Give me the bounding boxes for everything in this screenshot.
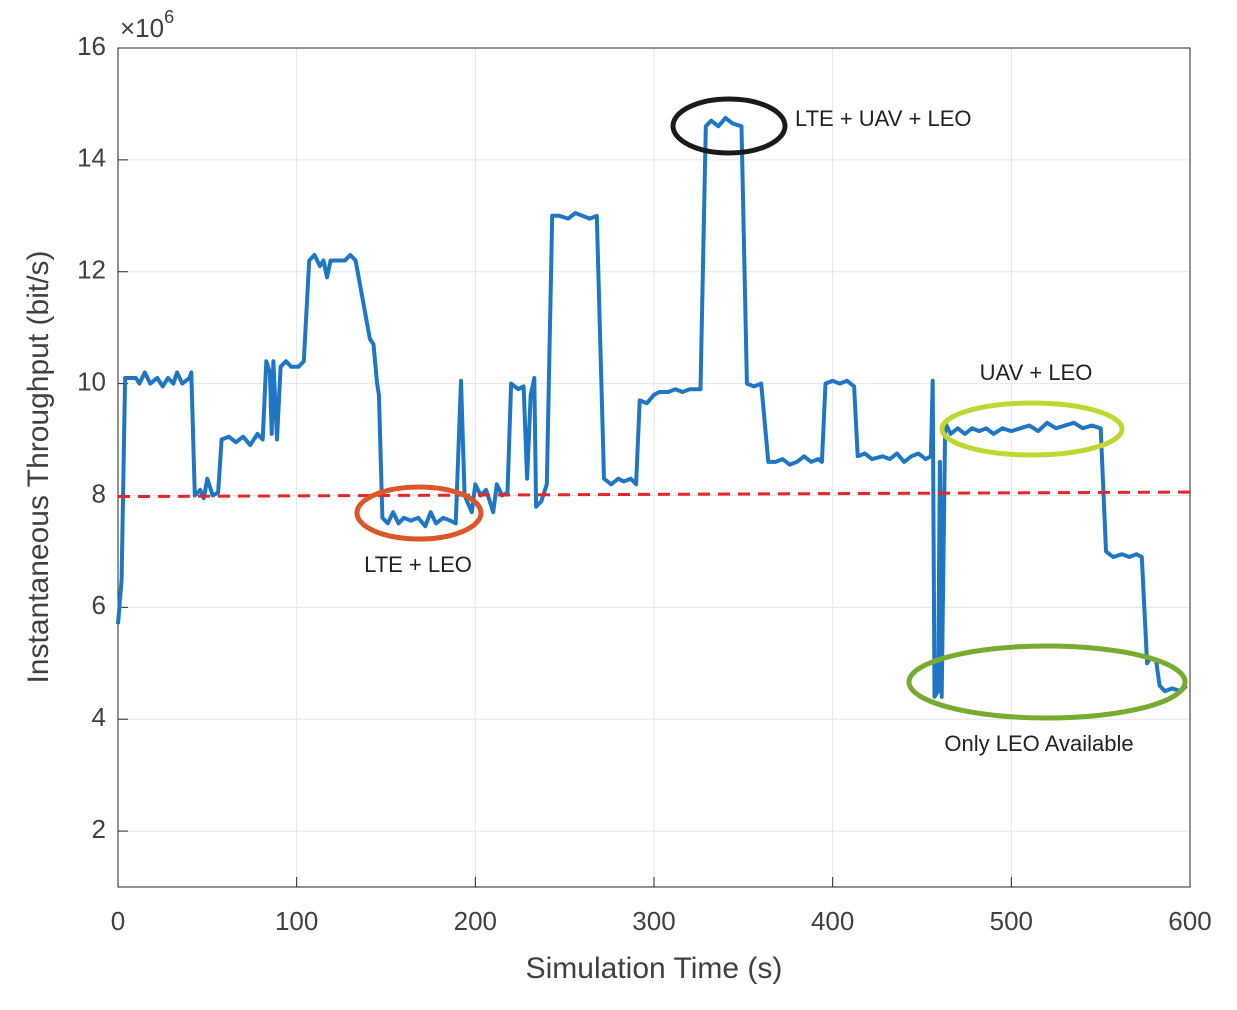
x-tick-label: 0 [111,906,125,936]
y-tick-label: 4 [92,702,106,732]
x-tick-label: 600 [1168,906,1211,936]
annotation-label: LTE + UAV + LEO [795,106,971,131]
plot-frame [117,47,1191,888]
y-tick-label: 12 [77,255,106,285]
y-tick-label: 14 [77,143,106,173]
x-tick-label: 200 [454,906,497,936]
x-tick-label: 300 [632,906,675,936]
y-tick-label: 8 [92,478,106,508]
x-tick-label: 100 [275,906,318,936]
annotation-ellipse [939,400,1125,458]
annotation-ellipse [354,484,484,542]
annotation-label: Only LEO Available [944,731,1133,756]
y-tick-label: 10 [77,366,106,396]
annotation-label: UAV + LEO [980,360,1093,385]
annotation-ellipse [906,643,1188,721]
annotation-label: LTE + LEO [364,552,472,577]
y-multiplier: ×106 [120,7,174,43]
annotation-ellipse [670,96,788,156]
x-tick-label: 400 [811,906,854,936]
y-axis-label: Instantaneous Throughput (bit/s) [22,250,55,683]
y-multiplier-base: ×10 [120,13,164,43]
y-tick-label: 2 [92,814,106,844]
x-tick-label: 500 [990,906,1033,936]
data-line [116,115,1188,699]
y-tick-label: 6 [92,590,106,620]
y-tick-label: 16 [77,31,106,61]
y-multiplier-exponent: 6 [164,7,174,27]
x-axis-label: Simulation Time (s) [526,952,783,985]
